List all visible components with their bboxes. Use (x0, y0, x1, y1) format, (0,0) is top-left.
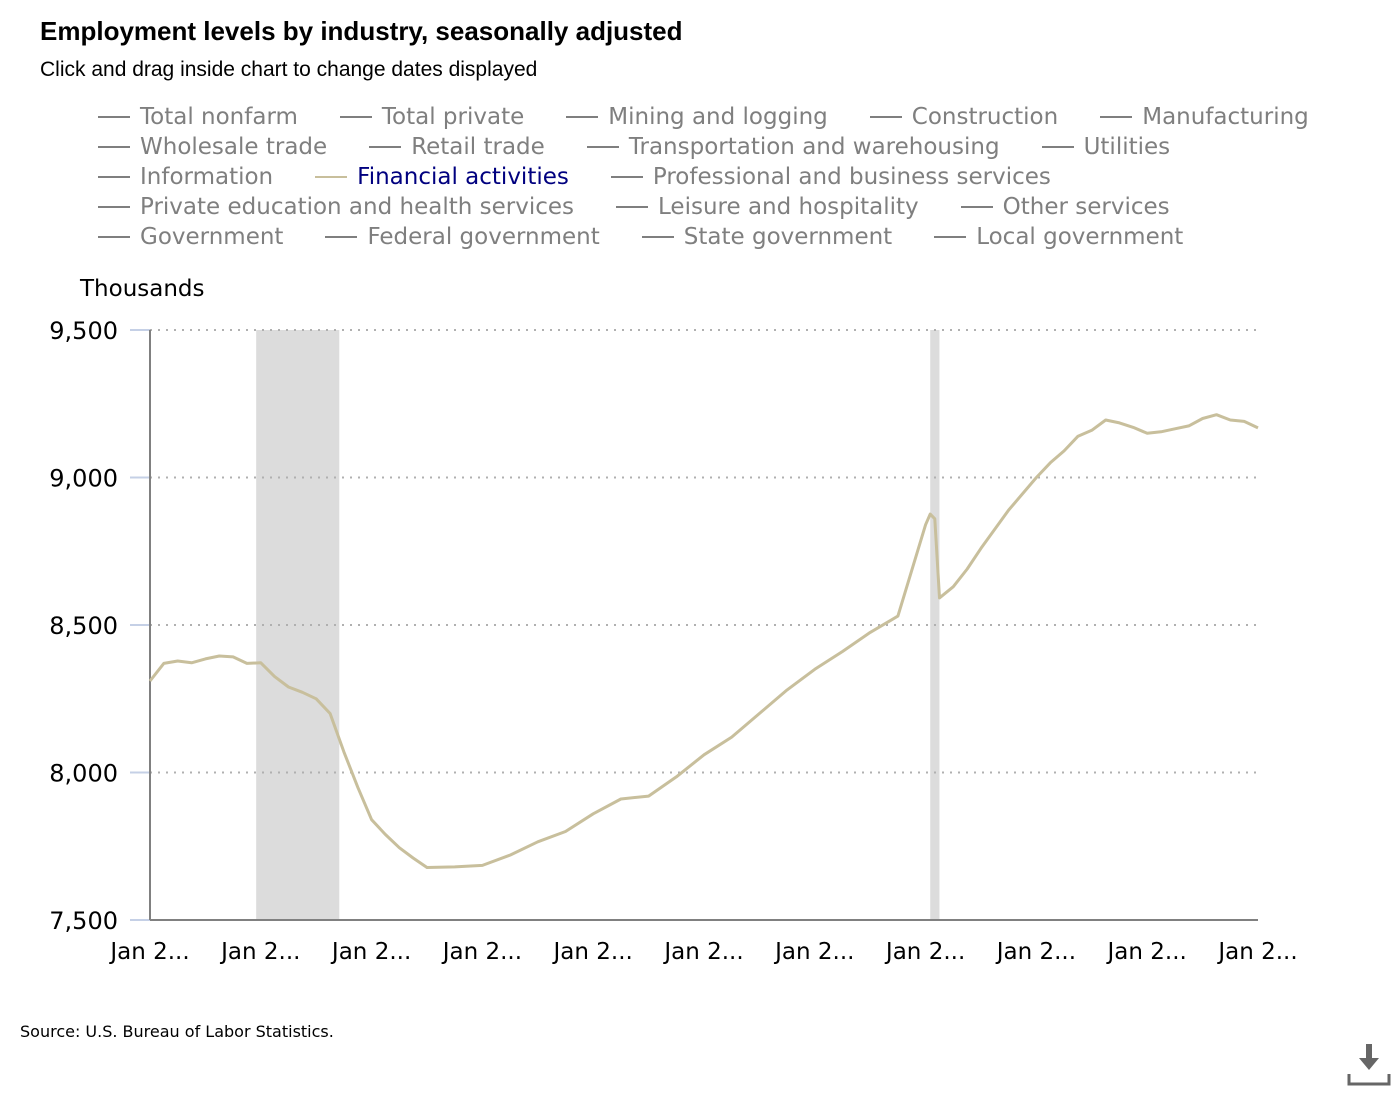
series-line-financial-activities[interactable] (148, 413, 1259, 869)
legend-item-professional-and-business-services[interactable]: Professional and business services (610, 164, 1051, 190)
legend-row: Private education and health services Lei… (98, 192, 1378, 222)
legend-item-retail-trade[interactable]: Retail trade (369, 134, 545, 160)
x-tick-label: Jan 2... (552, 939, 633, 965)
legend-label: Total private (381, 104, 525, 130)
y-tick-label: 8,000 (49, 760, 118, 788)
legend-label: Wholesale trade (140, 134, 328, 160)
legend-swatch (98, 206, 130, 208)
legend-label: Government (140, 224, 284, 250)
legend-label: Private education and health services (140, 194, 575, 220)
legend-label: Transportation and warehousing (628, 134, 1000, 160)
legend-label: Total nonfarm (140, 104, 298, 130)
legend-item-state-government[interactable]: State government (641, 224, 893, 250)
x-tick-label: Jan 2... (330, 939, 411, 965)
legend-item-total-nonfarm[interactable]: Total nonfarm (98, 104, 298, 130)
download-button[interactable] (1346, 1042, 1392, 1088)
x-tick-label: Jan 2... (1216, 939, 1297, 965)
legend-swatch (369, 146, 402, 148)
legend-label: Local government (976, 224, 1184, 250)
legend-item-financial-activities[interactable]: Financial activities (315, 164, 569, 190)
legend-item-leisure-and-hospitality[interactable]: Leisure and hospitality (616, 194, 919, 220)
legend-swatch (98, 116, 130, 118)
legend-swatch (934, 236, 967, 238)
legend-swatch (315, 176, 348, 178)
legend-label: Manufacturing (1142, 104, 1309, 130)
legend-item-construction[interactable]: Construction (869, 104, 1059, 130)
x-tick-label: Jan 2... (884, 939, 965, 965)
legend-label: Federal government (367, 224, 600, 250)
y-tick-label: 7,500 (49, 907, 118, 935)
x-tick-label: Jan 2... (1106, 939, 1187, 965)
x-tick-label: Jan 2... (219, 939, 300, 965)
chart-subtitle: Click and drag inside chart to change da… (40, 58, 538, 81)
legend-item-transportation-and-warehousing[interactable]: Transportation and warehousing (586, 134, 1000, 160)
legend-swatch (98, 236, 130, 238)
legend-label: Professional and business services (652, 164, 1051, 190)
legend-swatch (610, 176, 643, 178)
legend-swatch (586, 146, 619, 148)
legend-swatch (616, 206, 649, 208)
legend-item-other-services[interactable]: Other services (960, 194, 1170, 220)
x-tick-label: Jan 2... (995, 939, 1076, 965)
legend-item-total-private[interactable]: Total private (339, 104, 525, 130)
legend-item-information[interactable]: Information (98, 164, 273, 190)
legend-swatch (960, 206, 993, 208)
legend-label: Leisure and hospitality (658, 194, 919, 220)
legend-row: Information Financial activities Professio… (98, 162, 1378, 192)
legend-item-private-education-and-health-services[interactable]: Private education and health services (98, 194, 574, 220)
y-axis-label: Thousands (80, 276, 205, 302)
chart-title: Employment levels by industry, seasonall… (40, 16, 683, 46)
legend: Total nonfarm Total private Mining and log… (98, 102, 1378, 252)
legend-swatch (1041, 146, 1074, 148)
legend-swatch (98, 176, 130, 178)
x-tick-label: Jan 2... (662, 939, 743, 965)
x-tick-label: Jan 2... (108, 939, 189, 965)
download-icon (1347, 1044, 1391, 1086)
legend-item-manufacturing[interactable]: Manufacturing (1100, 104, 1309, 130)
x-tick-label: Jan 2... (441, 939, 522, 965)
legend-item-mining-and-logging[interactable]: Mining and logging (566, 104, 828, 130)
legend-item-federal-government[interactable]: Federal government (325, 224, 600, 250)
y-tick-label: 9,500 (49, 317, 118, 345)
legend-item-wholesale-trade[interactable]: Wholesale trade (98, 134, 327, 160)
legend-item-government[interactable]: Government (98, 224, 283, 250)
legend-swatch (641, 236, 674, 238)
legend-label: Construction (911, 104, 1059, 130)
legend-row: Government Federal government State govern… (98, 222, 1378, 252)
legend-row: Wholesale trade Retail trade Transportatio… (98, 132, 1378, 162)
legend-label: Utilities (1083, 134, 1171, 160)
legend-label: State government (683, 224, 893, 250)
legend-swatch (869, 116, 902, 118)
legend-swatch (1100, 116, 1133, 118)
chart-plot[interactable]: 7,500 8,000 8,500 9,000 9,500 Jan 2... Jan 2..… (0, 0, 1400, 1000)
legend-label: Other services (1002, 194, 1170, 220)
source-note: Source: U.S. Bureau of Labor Statistics. (20, 1022, 334, 1041)
y-tick-label: 9,000 (49, 465, 118, 493)
legend-swatch (325, 236, 358, 238)
y-tick-label: 8,500 (49, 612, 118, 640)
legend-label: Mining and logging (608, 104, 828, 130)
x-tick-label: Jan 2... (773, 939, 854, 965)
legend-item-local-government[interactable]: Local government (934, 224, 1183, 250)
legend-swatch (339, 116, 372, 118)
legend-label: Retail trade (411, 134, 545, 160)
legend-swatch (98, 146, 130, 148)
legend-label: Information (140, 164, 274, 190)
legend-label: Financial activities (357, 164, 569, 190)
legend-row: Total nonfarm Total private Mining and log… (98, 102, 1378, 132)
legend-swatch (566, 116, 599, 118)
legend-item-utilities[interactable]: Utilities (1041, 134, 1171, 160)
